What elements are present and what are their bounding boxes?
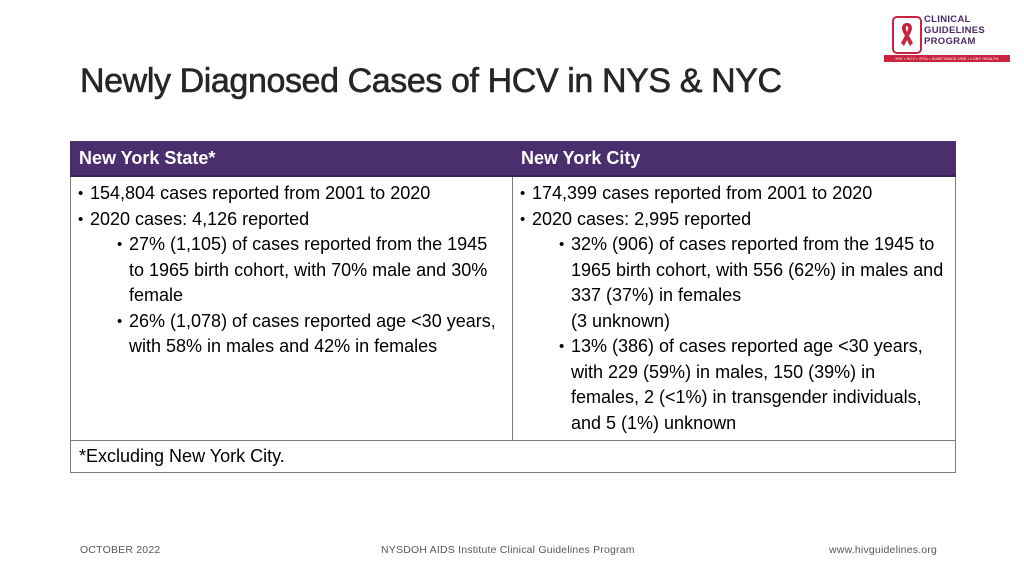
nys-bullet-list: 154,804 cases reported from 2001 to 2020…	[78, 181, 505, 360]
list-item: 154,804 cases reported from 2001 to 2020	[78, 181, 505, 207]
footer-url: www.hivguidelines.org	[829, 544, 938, 556]
hcv-cases-table: New York State* New York City 154,804 ca…	[70, 141, 956, 473]
list-item-text: 32% (906) of cases reported from the 194…	[571, 234, 944, 305]
table-header-row: New York State* New York City	[70, 141, 956, 177]
nyc-bullet-list: 174,399 cases reported from 2001 to 2020…	[520, 181, 948, 436]
table-row: 154,804 cases reported from 2001 to 2020…	[70, 175, 956, 441]
list-item: 174,399 cases reported from 2001 to 2020	[520, 181, 948, 207]
header-new-york-city: New York City	[512, 141, 956, 177]
footer-date: OCTOBER 2022	[80, 544, 161, 556]
list-item: 13% (386) of cases reported age <30 year…	[520, 334, 948, 436]
logo-tagline: HIV • HCV • STIs • SUBSTANCE USE • LGBT …	[884, 55, 1010, 62]
logo-line-2: GUIDELINES	[924, 25, 986, 36]
list-item: 26% (1,078) of cases reported age <30 ye…	[78, 309, 505, 360]
table-footnote-row: *Excluding New York City.	[70, 440, 956, 473]
footer-program: NYSDOH AIDS Institute Clinical Guideline…	[381, 544, 635, 556]
red-ribbon-icon	[901, 23, 913, 46]
nyc-cell: 174,399 cases reported from 2001 to 2020…	[512, 175, 956, 441]
list-item-text: (3 unknown)	[571, 310, 671, 331]
list-item: 27% (1,105) of cases reported from the 1…	[78, 232, 505, 309]
list-item: 2020 cases: 2,995 reported	[520, 207, 948, 233]
clinical-guidelines-logo: CLINICAL GUIDELINES PROGRAM HIV • HCV • …	[884, 12, 1010, 64]
footnote: *Excluding New York City.	[70, 440, 956, 473]
slide-title: Newly Diagnosed Cases of HCV in NYS & NY…	[80, 62, 783, 101]
list-item: 32% (906) of cases reported from the 194…	[520, 232, 948, 334]
logo-line-3: PROGRAM	[924, 36, 976, 47]
logo-frame	[892, 16, 922, 54]
nys-cell: 154,804 cases reported from 2001 to 2020…	[70, 175, 513, 441]
header-new-york-state: New York State*	[70, 141, 513, 177]
list-item: 2020 cases: 4,126 reported	[78, 207, 505, 233]
logo-line-1: CLINICAL	[924, 14, 971, 25]
logo-wordmark: CLINICAL GUIDELINES PROGRAM	[924, 14, 985, 47]
